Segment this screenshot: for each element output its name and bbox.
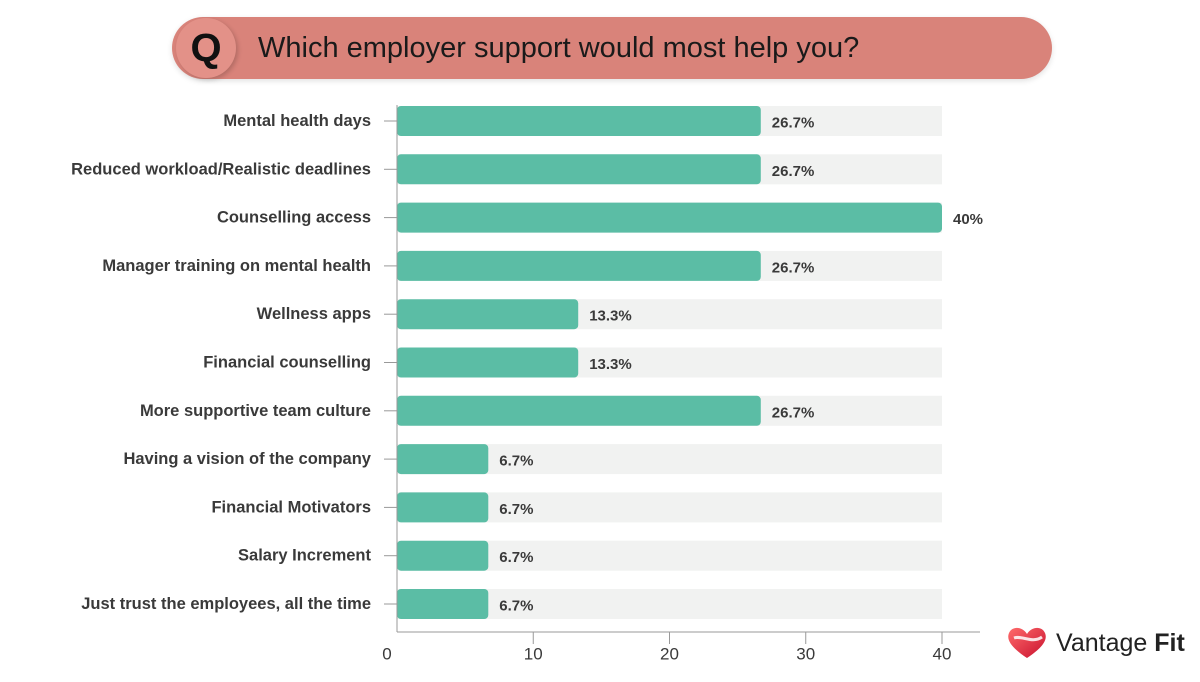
data-label: 26.7% (772, 259, 815, 276)
category-label: More supportive team culture (140, 402, 371, 420)
category-label: Having a vision of the company (123, 450, 371, 468)
bar (397, 492, 489, 523)
bar (397, 154, 761, 185)
data-label: 40% (953, 211, 983, 228)
bar (397, 299, 579, 330)
x-tick-label: 20 (660, 645, 679, 664)
bar (397, 250, 761, 281)
question-title: Which employer support would most help y… (258, 31, 860, 64)
category-label: Salary Increment (238, 547, 371, 565)
data-label: 6.7% (499, 549, 533, 566)
question-badge: Q (176, 18, 236, 78)
data-label: 6.7% (499, 598, 533, 615)
x-tick-label: 0 (382, 645, 391, 664)
bar (397, 202, 942, 233)
x-tick-label: 30 (796, 645, 815, 664)
bar (397, 444, 489, 475)
bar (397, 395, 761, 426)
bar (397, 589, 489, 619)
data-label: 26.7% (772, 115, 815, 132)
category-label: Financial counselling (203, 354, 371, 372)
bar (397, 106, 761, 136)
question-banner (172, 17, 1052, 79)
category-label: Manager training on mental health (102, 257, 371, 275)
bar (397, 347, 579, 378)
category-label: Mental health days (223, 112, 371, 130)
category-label: Counselling access (217, 209, 371, 227)
bar (397, 540, 489, 571)
data-label: 13.3% (589, 308, 632, 325)
category-label: Wellness apps (257, 305, 371, 323)
brand-logo: Vantage Fit (1006, 626, 1185, 660)
data-label: 13.3% (589, 356, 632, 373)
data-label: 26.7% (772, 163, 815, 180)
heart-logo-icon (1008, 627, 1046, 658)
category-label: Just trust the employees, all the time (81, 595, 371, 613)
data-label: 26.7% (772, 404, 815, 421)
x-tick-label: 40 (933, 645, 952, 664)
category-label: Financial Motivators (211, 498, 371, 516)
x-tick-label: 10 (524, 645, 543, 664)
brand-name-bold: Fit (1154, 628, 1185, 657)
category-label: Reduced workload/Realistic deadlines (71, 160, 371, 178)
brand-name: Vantage (1056, 628, 1148, 657)
data-label: 6.7% (499, 453, 533, 470)
data-label: 6.7% (499, 501, 533, 518)
